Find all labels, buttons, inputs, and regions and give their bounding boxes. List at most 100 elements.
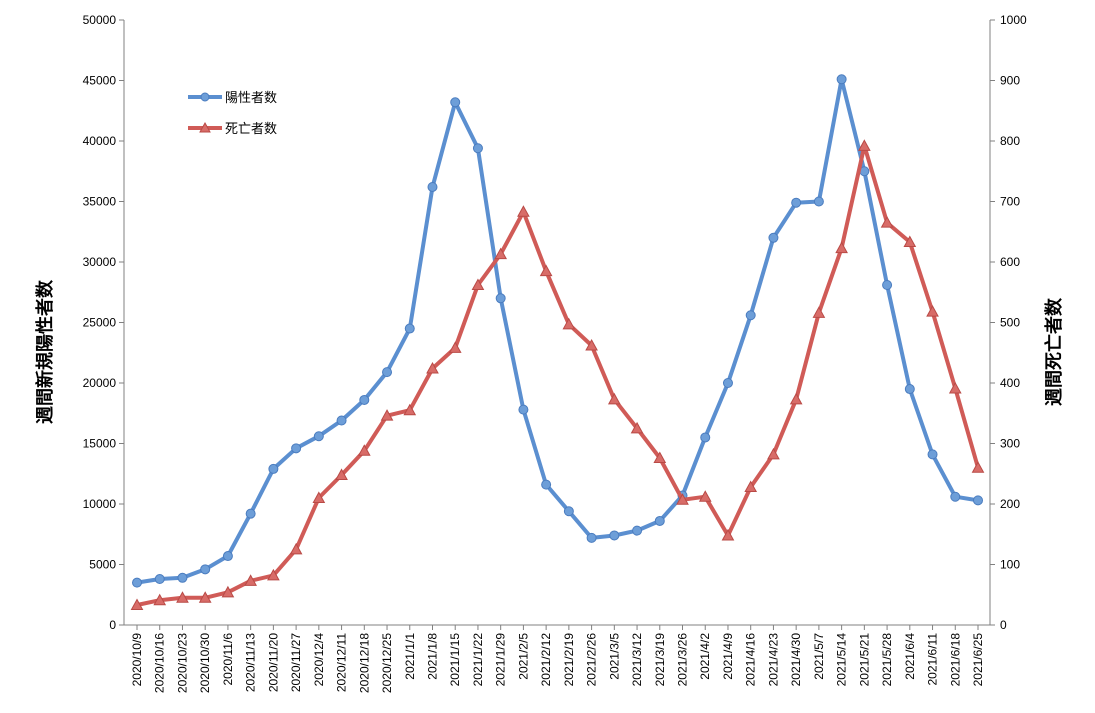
data-point-positives: [268, 463, 279, 474]
x-tick-label: 2021/6/18: [948, 633, 962, 687]
data-point-positives: [609, 530, 620, 541]
y-right-tick-label: 300: [1000, 437, 1020, 451]
data-point-deaths: [448, 341, 462, 353]
data-point-deaths: [721, 528, 735, 541]
data-point-deaths: [653, 451, 667, 464]
y-right-tick-label: 600: [1000, 255, 1020, 269]
x-tick-label: 2020/10/9: [130, 633, 144, 687]
data-point-positives: [768, 232, 779, 243]
data-point-positives: [336, 415, 347, 426]
data-point-positives: [382, 367, 393, 378]
data-point-positives: [927, 449, 938, 460]
data-point-deaths: [244, 574, 257, 586]
y-right-tick-label: 1000: [1000, 13, 1027, 27]
data-point-positives: [973, 495, 983, 506]
y-left-tick-label: 5000: [89, 558, 116, 572]
x-tick-label: 2021/4/9: [721, 633, 735, 680]
data-point-deaths: [267, 568, 280, 581]
x-tick-label: 2021/5/28: [880, 633, 894, 687]
y-right-tick-label: 700: [1000, 195, 1020, 209]
data-point-deaths: [176, 591, 189, 603]
legend: 陽性者数 死亡者数: [188, 91, 277, 137]
data-point-positives: [813, 196, 824, 207]
data-point-positives: [541, 479, 552, 490]
legend-marker-positives: [200, 92, 210, 102]
series-line-deaths: [136, 143, 980, 607]
data-point-deaths: [426, 361, 439, 374]
x-tick-label: 2020/11/6: [221, 633, 235, 686]
data-point-positives: [222, 551, 233, 562]
x-tick-label: 2021/3/12: [630, 633, 644, 687]
y-right-tick-label: 500: [1000, 316, 1020, 330]
data-point-positives: [450, 97, 461, 108]
data-point-deaths: [744, 480, 758, 493]
y-left-tick-label: 15000: [83, 437, 117, 451]
data-point-positives: [654, 515, 665, 526]
data-point-positives: [154, 574, 165, 585]
x-tick-label: 2021/2/5: [516, 633, 530, 680]
data-point-positives: [722, 378, 733, 388]
x-tick-label: 2020/12/11: [335, 633, 349, 692]
x-tick-label: 2021/5/21: [857, 633, 871, 687]
data-point-positives: [586, 532, 597, 543]
data-point-positives: [404, 323, 415, 334]
data-point-deaths: [607, 392, 621, 405]
data-point-deaths: [585, 338, 598, 351]
y-right-tick-label: 100: [1000, 558, 1020, 572]
data-point-positives: [836, 74, 847, 85]
x-tick-label: 2021/1/29: [494, 633, 508, 687]
data-point-deaths: [312, 491, 326, 503]
data-point-positives: [791, 197, 802, 208]
data-point-deaths: [630, 421, 644, 434]
x-tick-label: 2020/10/23: [175, 633, 189, 693]
data-point-deaths: [517, 205, 530, 217]
x-tick-label: 2021/1/15: [448, 633, 462, 687]
y-right-tick-label: 0: [1000, 618, 1007, 632]
x-tick-label: 2020/11/13: [244, 633, 258, 692]
data-point-deaths: [858, 139, 871, 151]
y-left-tick-label: 25000: [83, 316, 117, 330]
y-right-tick-label: 800: [1000, 134, 1020, 148]
data-point-positives: [904, 384, 915, 395]
data-point-positives: [472, 143, 483, 154]
x-tick-label: 2021/1/8: [425, 633, 439, 680]
x-tick-label: 2020/11/20: [266, 633, 280, 692]
x-tick-label: 2021/3/5: [607, 633, 621, 680]
x-tick-label: 2021/4/23: [766, 633, 780, 687]
data-point-deaths: [676, 493, 689, 505]
x-tick-label: 2020/12/4: [312, 633, 326, 687]
data-point-deaths: [130, 598, 144, 611]
x-tick-label: 2021/1/1: [403, 633, 417, 680]
data-point-positives: [313, 431, 324, 442]
data-point-positives: [882, 279, 893, 290]
y-right-tick-label: 400: [1000, 376, 1020, 390]
right-axis-ticks: 0 100 200 300 400 500 600 700 800 900 1000: [990, 13, 1027, 632]
x-tick-label: 2021/6/4: [903, 633, 917, 680]
data-point-deaths: [562, 317, 576, 330]
legend-item-positives: 陽性者数: [188, 91, 277, 106]
x-tick-label: 2021/4/16: [744, 633, 758, 687]
data-point-deaths: [221, 585, 235, 598]
legend-item-deaths: 死亡者数: [188, 121, 277, 137]
series-line-positives: [136, 77, 979, 585]
plot-frame: [123, 20, 991, 626]
data-point-deaths: [835, 241, 848, 254]
data-point-deaths: [880, 216, 894, 228]
legend-label-deaths: 死亡者数: [225, 122, 277, 137]
data-point-deaths: [289, 542, 303, 555]
x-tick-label: 2021/4/2: [698, 633, 712, 680]
x-tick-label: 2021/5/7: [812, 633, 826, 680]
data-point-deaths: [812, 306, 826, 318]
x-tick-label: 2021/6/25: [971, 633, 985, 687]
y-left-tick-label: 40000: [83, 134, 117, 148]
data-point-positives: [132, 577, 142, 588]
x-tick-label: 2020/12/18: [357, 633, 371, 693]
data-point-deaths: [403, 403, 417, 416]
legend-label-positives: 陽性者数: [225, 91, 277, 106]
series-layer: [130, 74, 985, 611]
data-point-deaths: [698, 490, 712, 502]
data-point-positives: [291, 443, 302, 454]
y-left-tick-label: 10000: [83, 497, 117, 511]
data-point-deaths: [335, 468, 348, 480]
left-axis-ticks: 0 5000 10000 15000 20000 25000 30000 35000 40000…: [83, 13, 124, 632]
